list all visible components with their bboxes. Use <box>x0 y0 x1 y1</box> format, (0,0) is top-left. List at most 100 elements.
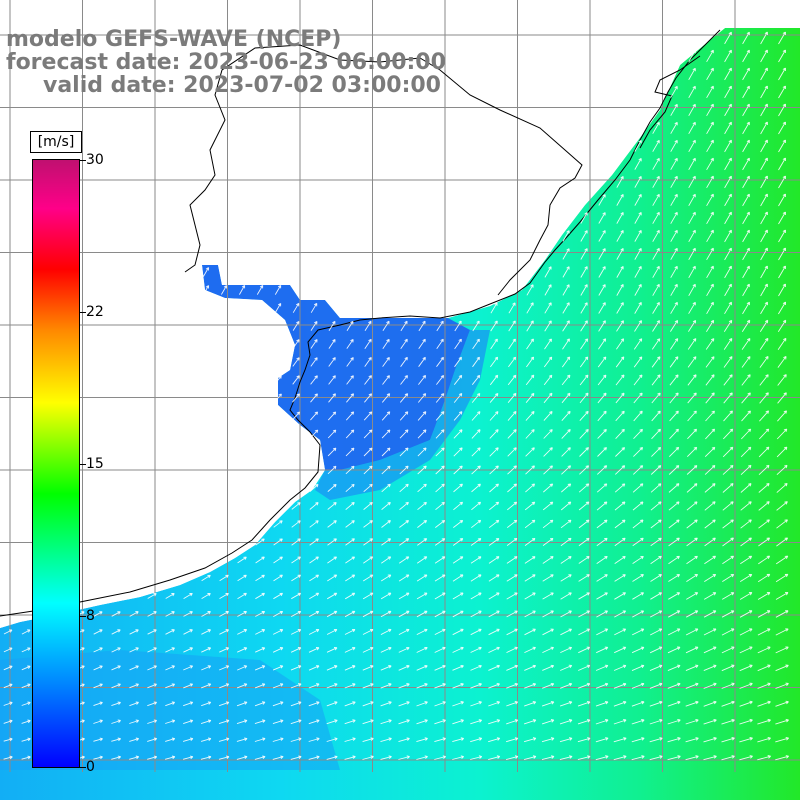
wind-arrow <box>326 737 338 742</box>
wind-arrow <box>362 592 374 600</box>
wind-arrow <box>488 610 500 618</box>
wind-arrow <box>380 592 392 600</box>
wind-arrow <box>417 483 427 493</box>
wind-arrow <box>633 392 643 404</box>
wind-arrow <box>326 683 338 689</box>
wind-arrow <box>757 718 771 725</box>
wind-arrow <box>3 755 13 760</box>
wind-arrow <box>416 683 428 689</box>
wind-arrow <box>327 447 337 457</box>
wind-arrow <box>470 556 482 564</box>
wind-arrow <box>183 665 194 671</box>
wind-arrow <box>686 501 698 511</box>
wind-arrow <box>724 265 732 279</box>
wind-arrow <box>345 429 355 439</box>
wind-arrow <box>417 538 428 546</box>
wind-arrow <box>345 411 355 421</box>
wind-arrow <box>724 139 732 153</box>
wind-arrow <box>147 593 157 599</box>
wind-arrow <box>400 338 408 350</box>
wind-arrow <box>741 356 751 368</box>
wind-arrow <box>3 665 13 671</box>
wind-arrow <box>327 538 337 546</box>
wind-arrow <box>685 610 699 618</box>
wind-arrow <box>724 193 732 207</box>
wind-arrow <box>578 519 590 529</box>
wind-arrow <box>760 49 768 63</box>
wind-arrow <box>616 266 624 278</box>
wind-arrow <box>560 682 573 689</box>
wind-arrow <box>595 719 609 725</box>
wind-arrow <box>740 537 752 547</box>
wind-arrow <box>649 610 663 618</box>
wind-arrow <box>165 737 176 742</box>
wind-arrow <box>380 719 392 725</box>
wind-arrow <box>111 755 122 760</box>
wind-arrow <box>345 520 355 528</box>
wind-arrow <box>470 755 483 760</box>
wind-arrow <box>310 411 319 421</box>
wind-arrow <box>147 611 157 617</box>
wind-arrow <box>524 574 536 582</box>
colorbar-tick-8: 8 <box>86 608 95 624</box>
wind-arrow <box>667 646 681 654</box>
wind-arrow <box>183 683 194 689</box>
wind-arrow <box>633 410 643 422</box>
wind-arrow <box>254 755 266 760</box>
wind-arrow <box>452 592 464 600</box>
wind-arrow <box>632 501 644 511</box>
wind-arrow <box>670 247 678 260</box>
wind-arrow <box>434 610 446 618</box>
wind-arrow <box>580 320 588 332</box>
wind-arrow <box>399 393 409 403</box>
wind-arrow <box>524 592 536 600</box>
wind-arrow <box>742 229 750 243</box>
wind-arrow <box>3 629 13 635</box>
wind-arrow <box>667 682 681 689</box>
wind-arrow <box>508 320 516 332</box>
wind-arrow <box>577 682 591 689</box>
wind-arrow <box>506 646 518 654</box>
wind-arrow <box>668 465 680 475</box>
wind-arrow <box>434 574 446 582</box>
estuary-transition-region <box>315 330 490 500</box>
wind-arrow <box>561 447 571 457</box>
wind-arrow <box>418 374 427 385</box>
wind-arrow <box>453 392 463 403</box>
wind-arrow <box>435 519 446 528</box>
wind-arrow <box>200 719 212 725</box>
map-title-block: modelo GEFS-WAVE (NCEP) forecast date: 2… <box>6 28 446 97</box>
wind-arrow <box>706 139 714 153</box>
wind-arrow <box>706 193 714 207</box>
wind-arrow <box>777 355 787 368</box>
wind-arrow <box>759 319 769 333</box>
wind-arrow <box>147 647 157 653</box>
wind-arrow <box>452 628 464 636</box>
wind-arrow <box>363 483 373 493</box>
estuary-low-speed-region <box>202 265 470 470</box>
wind-arrow <box>489 447 499 457</box>
wind-arrow <box>292 302 300 313</box>
wind-arrow <box>183 701 194 707</box>
wind-arrow <box>632 483 644 493</box>
wind-arrow <box>488 755 501 761</box>
wind-arrow <box>93 701 103 707</box>
wind-arrow <box>381 411 391 421</box>
wind-arrow <box>381 447 391 457</box>
wind-arrow <box>649 700 663 707</box>
wind-arrow <box>595 755 609 761</box>
wind-arrow <box>703 646 717 654</box>
wind-arrow <box>577 700 591 707</box>
wind-arrow <box>650 555 662 565</box>
wind-arrow <box>724 229 732 243</box>
wind-arrow <box>706 67 714 81</box>
wind-arrow <box>399 501 409 511</box>
wind-arrow <box>559 719 573 725</box>
colorbar-unit-label: [m/s] <box>30 131 82 153</box>
wind-arrow <box>670 85 678 98</box>
wind-arrow <box>326 719 338 725</box>
wind-arrow <box>398 683 410 689</box>
wind-arrow <box>524 664 537 671</box>
wind-arrow <box>597 374 607 386</box>
wind-arrow <box>778 175 786 189</box>
